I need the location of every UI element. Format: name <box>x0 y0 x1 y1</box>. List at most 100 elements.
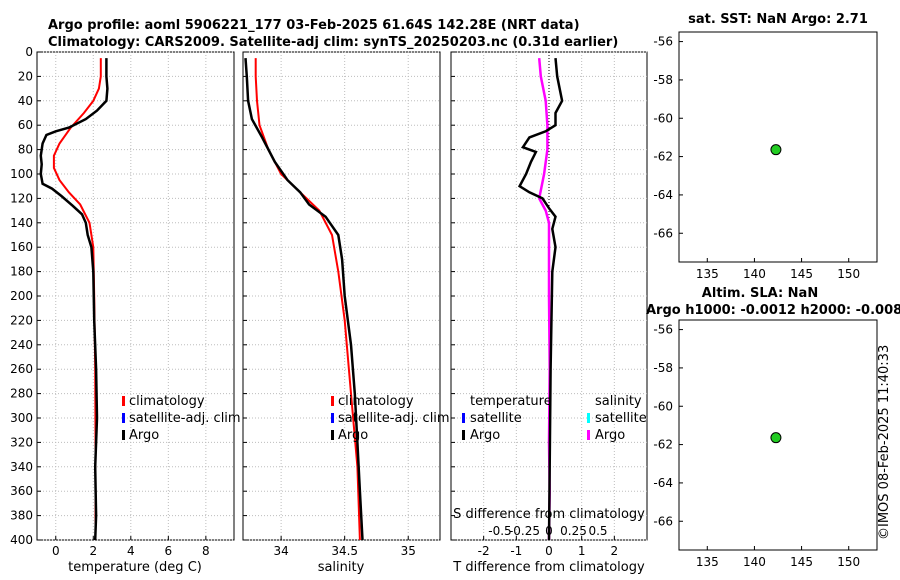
map-y-tick-label: -62 <box>653 438 673 452</box>
legend-swatch-climatology <box>331 396 334 406</box>
legend-swatch-argo <box>122 430 125 440</box>
timestamp: ©IMOS 08-Feb-2025 11:40:33 <box>877 345 892 540</box>
depth-tick-label: 100 <box>10 167 33 181</box>
sst-map-frame <box>678 31 878 263</box>
x-tick-label: 34 <box>273 544 288 558</box>
difference-top-label: S difference from climatology <box>453 507 645 522</box>
sla-map-frame <box>678 319 878 551</box>
legend-swatch-climatology <box>122 396 125 406</box>
map-y-tick-label: -58 <box>653 361 673 375</box>
map-y-tick-label: -62 <box>653 150 673 164</box>
depth-tick-label: 180 <box>10 265 33 279</box>
legend-label: climatology <box>129 394 205 409</box>
salinity-climatology-line <box>254 58 361 541</box>
depth-tick-label: 240 <box>10 338 33 352</box>
temperature-difference-argo-line <box>517 57 564 541</box>
map-y-tick-label: -60 <box>653 111 673 125</box>
top-x-tick-label: -0.5 <box>488 524 511 538</box>
depth-tick-label: 80 <box>18 143 33 157</box>
x-tick-label: 0 <box>52 544 60 558</box>
x-tick-label: 2 <box>611 544 619 558</box>
depth-tick-label: 360 <box>10 484 33 498</box>
depth-tick-label: 160 <box>10 240 33 254</box>
map-x-tick-label: 135 <box>696 267 719 281</box>
map-y-tick-label: -56 <box>653 35 673 49</box>
legend-label: satellite-adj. clim <box>129 411 241 426</box>
map-x-tick-label: 145 <box>790 555 813 569</box>
x-tick-label: 4 <box>127 544 135 558</box>
salinity-legend: climatology satellite-adj. clim Argo <box>331 394 450 443</box>
legend-label: Argo <box>595 428 625 443</box>
x-tick-label: 0 <box>545 544 553 558</box>
figure-title-line2: Climatology: CARS2009. Satellite-adj cli… <box>48 35 618 50</box>
legend-label: satellite <box>595 411 647 426</box>
legend-heading-salinity: salinity <box>595 394 642 409</box>
legend-label: satellite <box>470 411 522 426</box>
depth-tick-label: 20 <box>18 69 33 83</box>
map-y-tick-label: -66 <box>653 226 673 240</box>
x-tick-label: 35 <box>401 544 416 558</box>
x-tick-label: 6 <box>165 544 173 558</box>
axis-tick-labels: 0 2 4 6 8 34 34.5 35 -2 -1 0 1 202040608010012014016… <box>10 35 860 569</box>
depth-tick-label: 260 <box>10 362 33 376</box>
salinity-argo-line <box>244 58 364 541</box>
depth-tick-label: 200 <box>10 289 33 303</box>
top-x-tick-label: 0.5 <box>588 524 607 538</box>
depth-tick-label: 120 <box>10 191 33 205</box>
x-tick-label: -1 <box>510 544 522 558</box>
map-y-tick-label: -60 <box>653 399 673 413</box>
map-x-tick-label: 135 <box>696 555 719 569</box>
map-y-tick-label: -58 <box>653 73 673 87</box>
sst-map-title: sat. SST: NaN Argo: 2.71 <box>688 12 868 27</box>
legend-swatch-satellite-s <box>587 413 590 423</box>
legend-heading-temperature: temperature <box>470 394 552 409</box>
top-x-tick-label: 0.25 <box>560 524 587 538</box>
sla-map-subtitle: Argo h1000: -0.0012 h2000: -0.008 <box>646 303 900 318</box>
legend-swatch-satellite <box>331 413 334 423</box>
depth-tick-label: 60 <box>18 118 33 132</box>
temperature-xlabel: temperature (deg C) <box>68 560 202 575</box>
map-x-tick-label: 150 <box>837 555 860 569</box>
x-tick-label: 34.5 <box>331 544 358 558</box>
map-y-tick-label: -64 <box>653 476 673 490</box>
depth-tick-label: 300 <box>10 411 33 425</box>
legend-swatch-argo <box>331 430 334 440</box>
map-y-tick-label: -66 <box>653 514 673 528</box>
map-y-tick-label: -64 <box>653 188 673 202</box>
temperature-grid <box>37 51 234 541</box>
top-x-tick-label: 0 <box>545 524 553 538</box>
depth-tick-label: 280 <box>10 387 33 401</box>
x-tick-label: 2 <box>89 544 97 558</box>
sla-map-title: Altim. SLA: NaN <box>702 286 818 301</box>
sst-map-argo-location-point <box>770 144 782 156</box>
map-x-tick-label: 150 <box>837 267 860 281</box>
depth-tick-label: 400 <box>10 533 33 547</box>
depth-tick-label: 220 <box>10 313 33 327</box>
x-tick-label: -2 <box>478 544 490 558</box>
depth-tick-label: 140 <box>10 216 33 230</box>
legend-swatch-argo-s <box>587 430 590 440</box>
depth-tick-label: 0 <box>25 45 33 59</box>
legend-label: Argo <box>338 428 368 443</box>
legend-swatch-satellite-t <box>462 413 465 423</box>
temperature-panel-frame <box>36 51 235 541</box>
map-x-tick-label: 140 <box>743 267 766 281</box>
legend-swatch-satellite <box>122 413 125 423</box>
sla-map-argo-location-point <box>770 432 782 444</box>
x-tick-label: 8 <box>202 544 210 558</box>
difference-xlabel: T difference from climatology <box>452 560 645 575</box>
figure-title-line1: Argo profile: aoml 5906221_177 03-Feb-20… <box>48 18 580 33</box>
legend-swatch-argo-t <box>462 430 465 440</box>
legend-label: satellite-adj. clim <box>338 411 450 426</box>
top-x-tick-label: -0.25 <box>509 524 540 538</box>
temperature-legend: climatology satellite-adj. clim Argo <box>122 394 241 443</box>
salinity-xlabel: salinity <box>318 560 365 575</box>
map-x-tick-label: 145 <box>790 267 813 281</box>
depth-tick-label: 380 <box>10 509 33 523</box>
legend-label: Argo <box>470 428 500 443</box>
legend-label: Argo <box>129 428 159 443</box>
map-y-tick-label: -56 <box>653 323 673 337</box>
map-x-tick-label: 140 <box>743 555 766 569</box>
difference-legend: temperature satellite Argo salinity sate… <box>462 394 647 443</box>
